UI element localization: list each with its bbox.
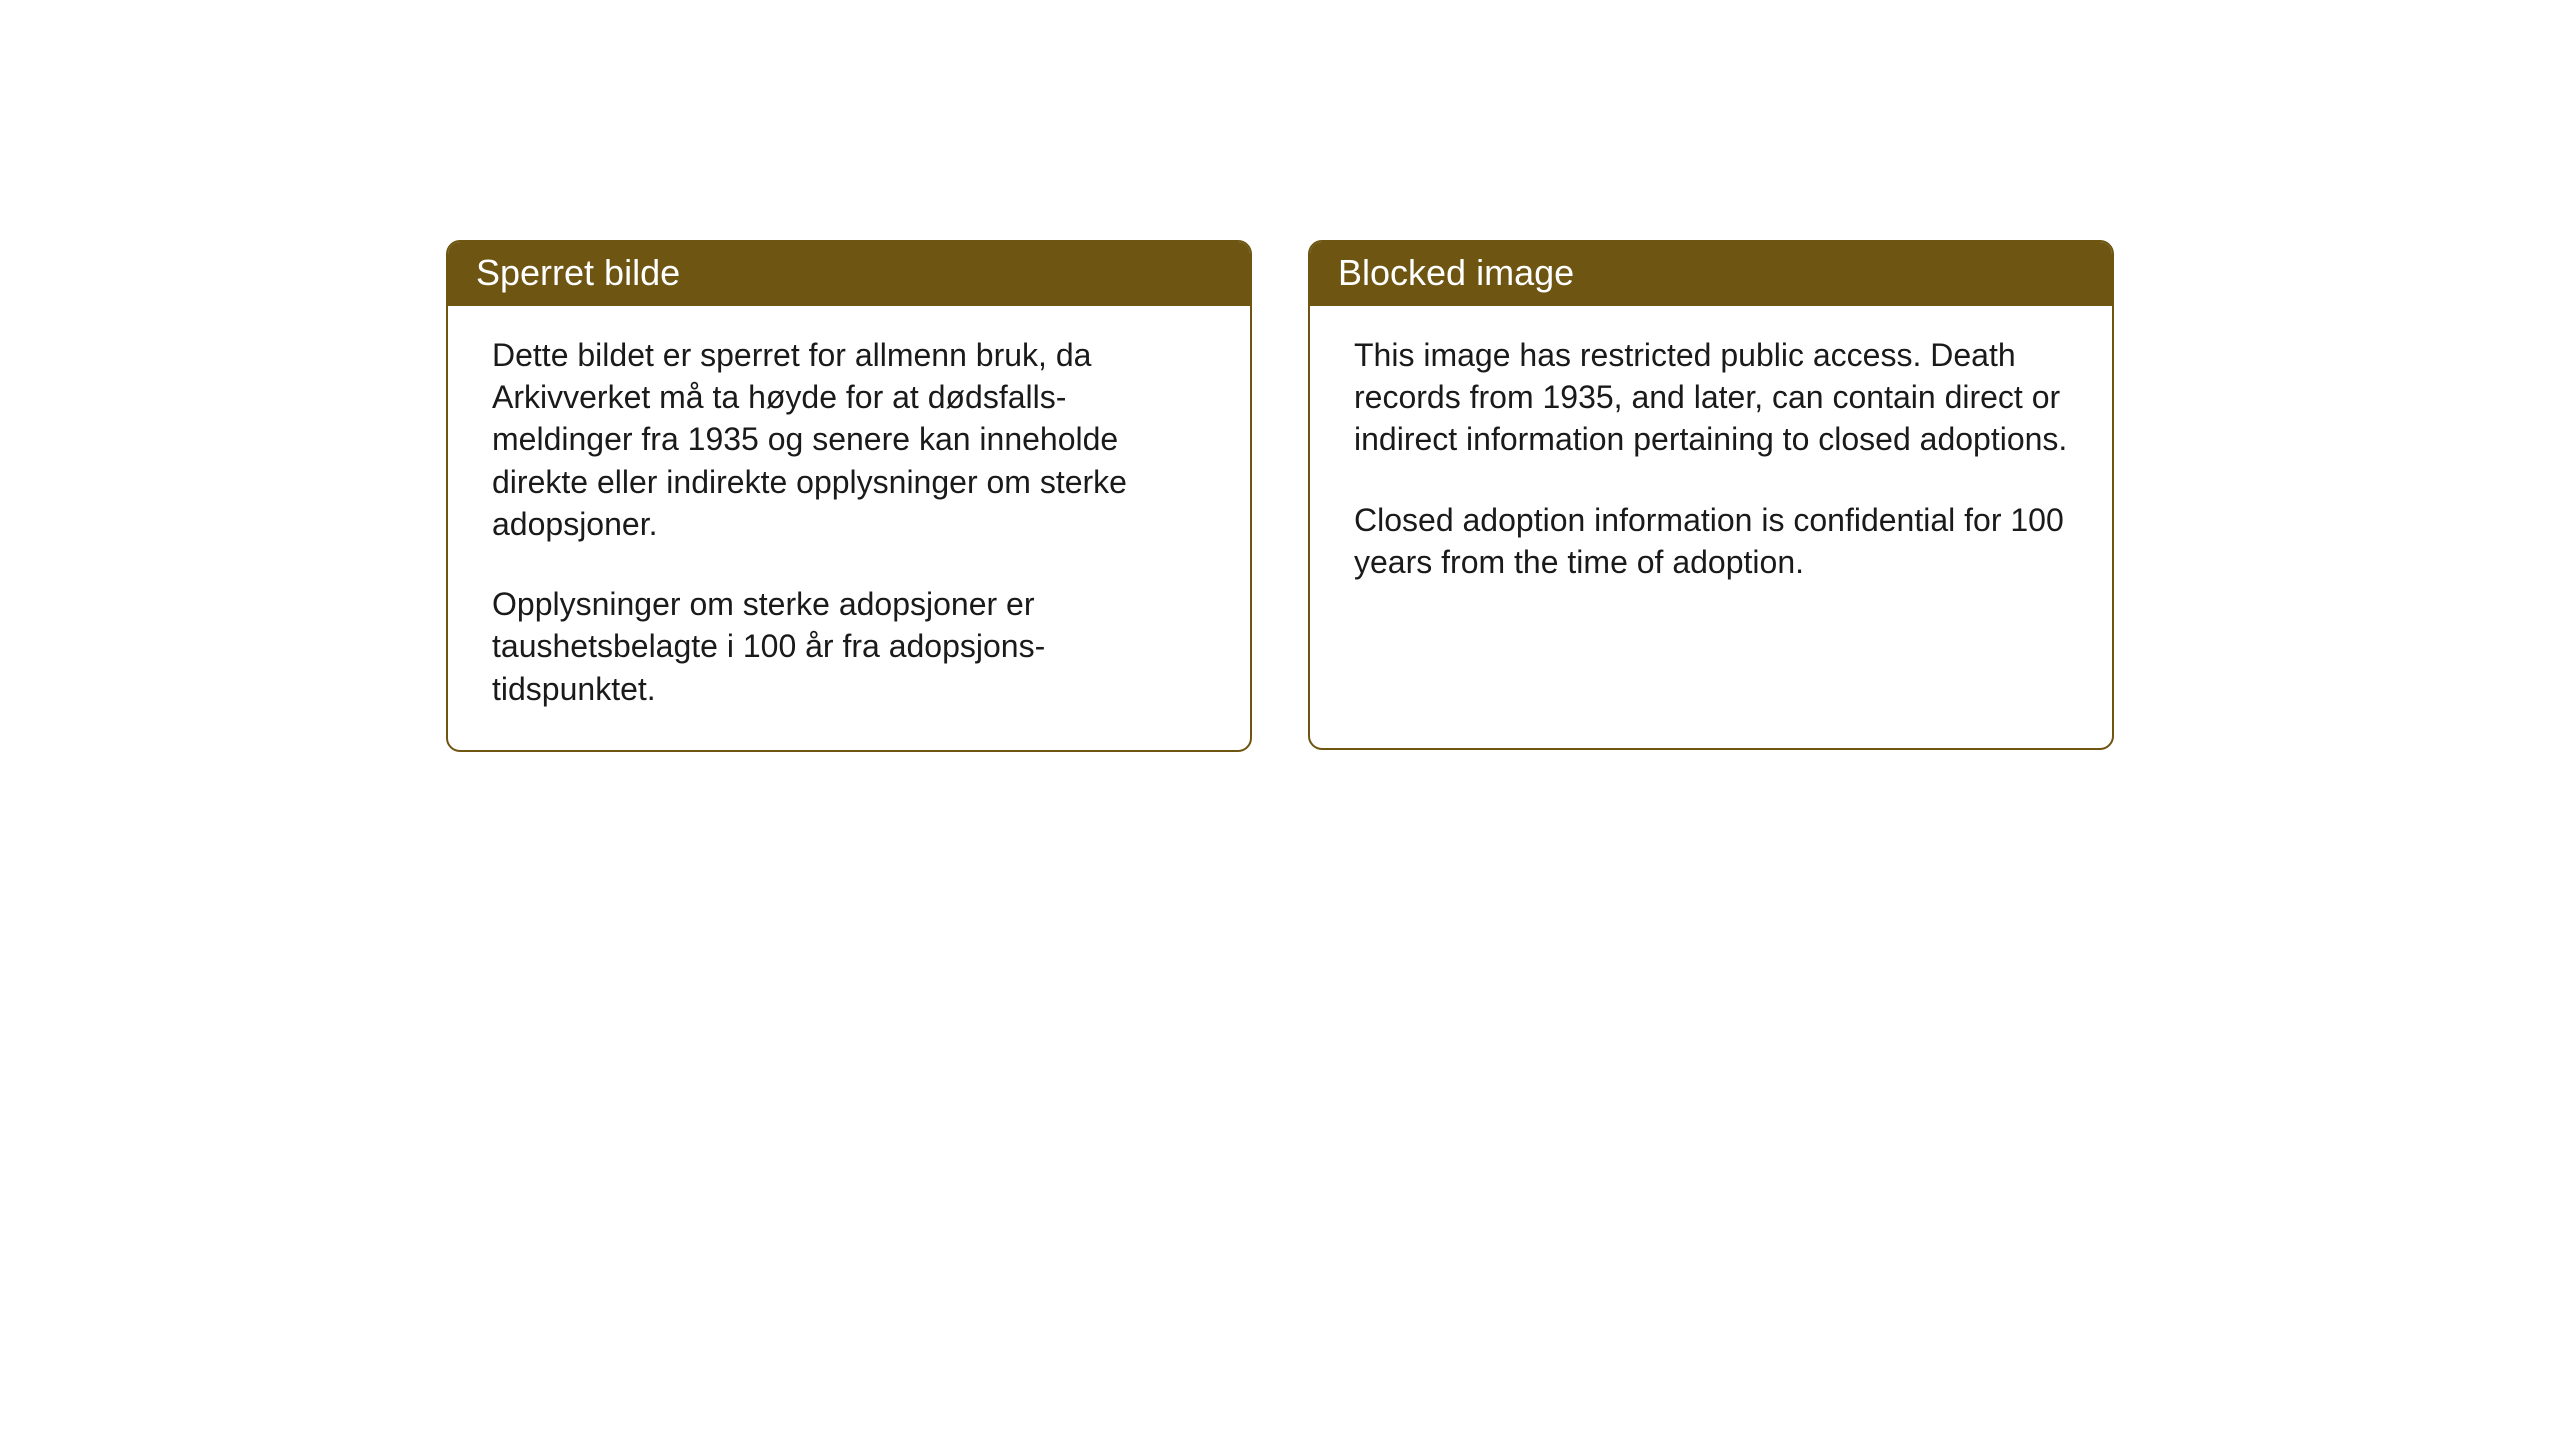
notice-header-english: Blocked image [1310,242,2112,306]
notice-body-english: This image has restricted public access.… [1310,306,2112,623]
notice-header-norwegian: Sperret bilde [448,242,1250,306]
notice-box-english: Blocked image This image has restricted … [1308,240,2114,750]
notice-container: Sperret bilde Dette bildet er sperret fo… [446,240,2560,752]
notice-paragraph: Opplysninger om sterke adopsjoner er tau… [492,583,1206,710]
notice-paragraph: Dette bildet er sperret for allmenn bruk… [492,334,1206,545]
notice-box-norwegian: Sperret bilde Dette bildet er sperret fo… [446,240,1252,752]
notice-paragraph: This image has restricted public access.… [1354,334,2068,461]
notice-paragraph: Closed adoption information is confident… [1354,499,2068,583]
notice-body-norwegian: Dette bildet er sperret for allmenn bruk… [448,306,1250,750]
